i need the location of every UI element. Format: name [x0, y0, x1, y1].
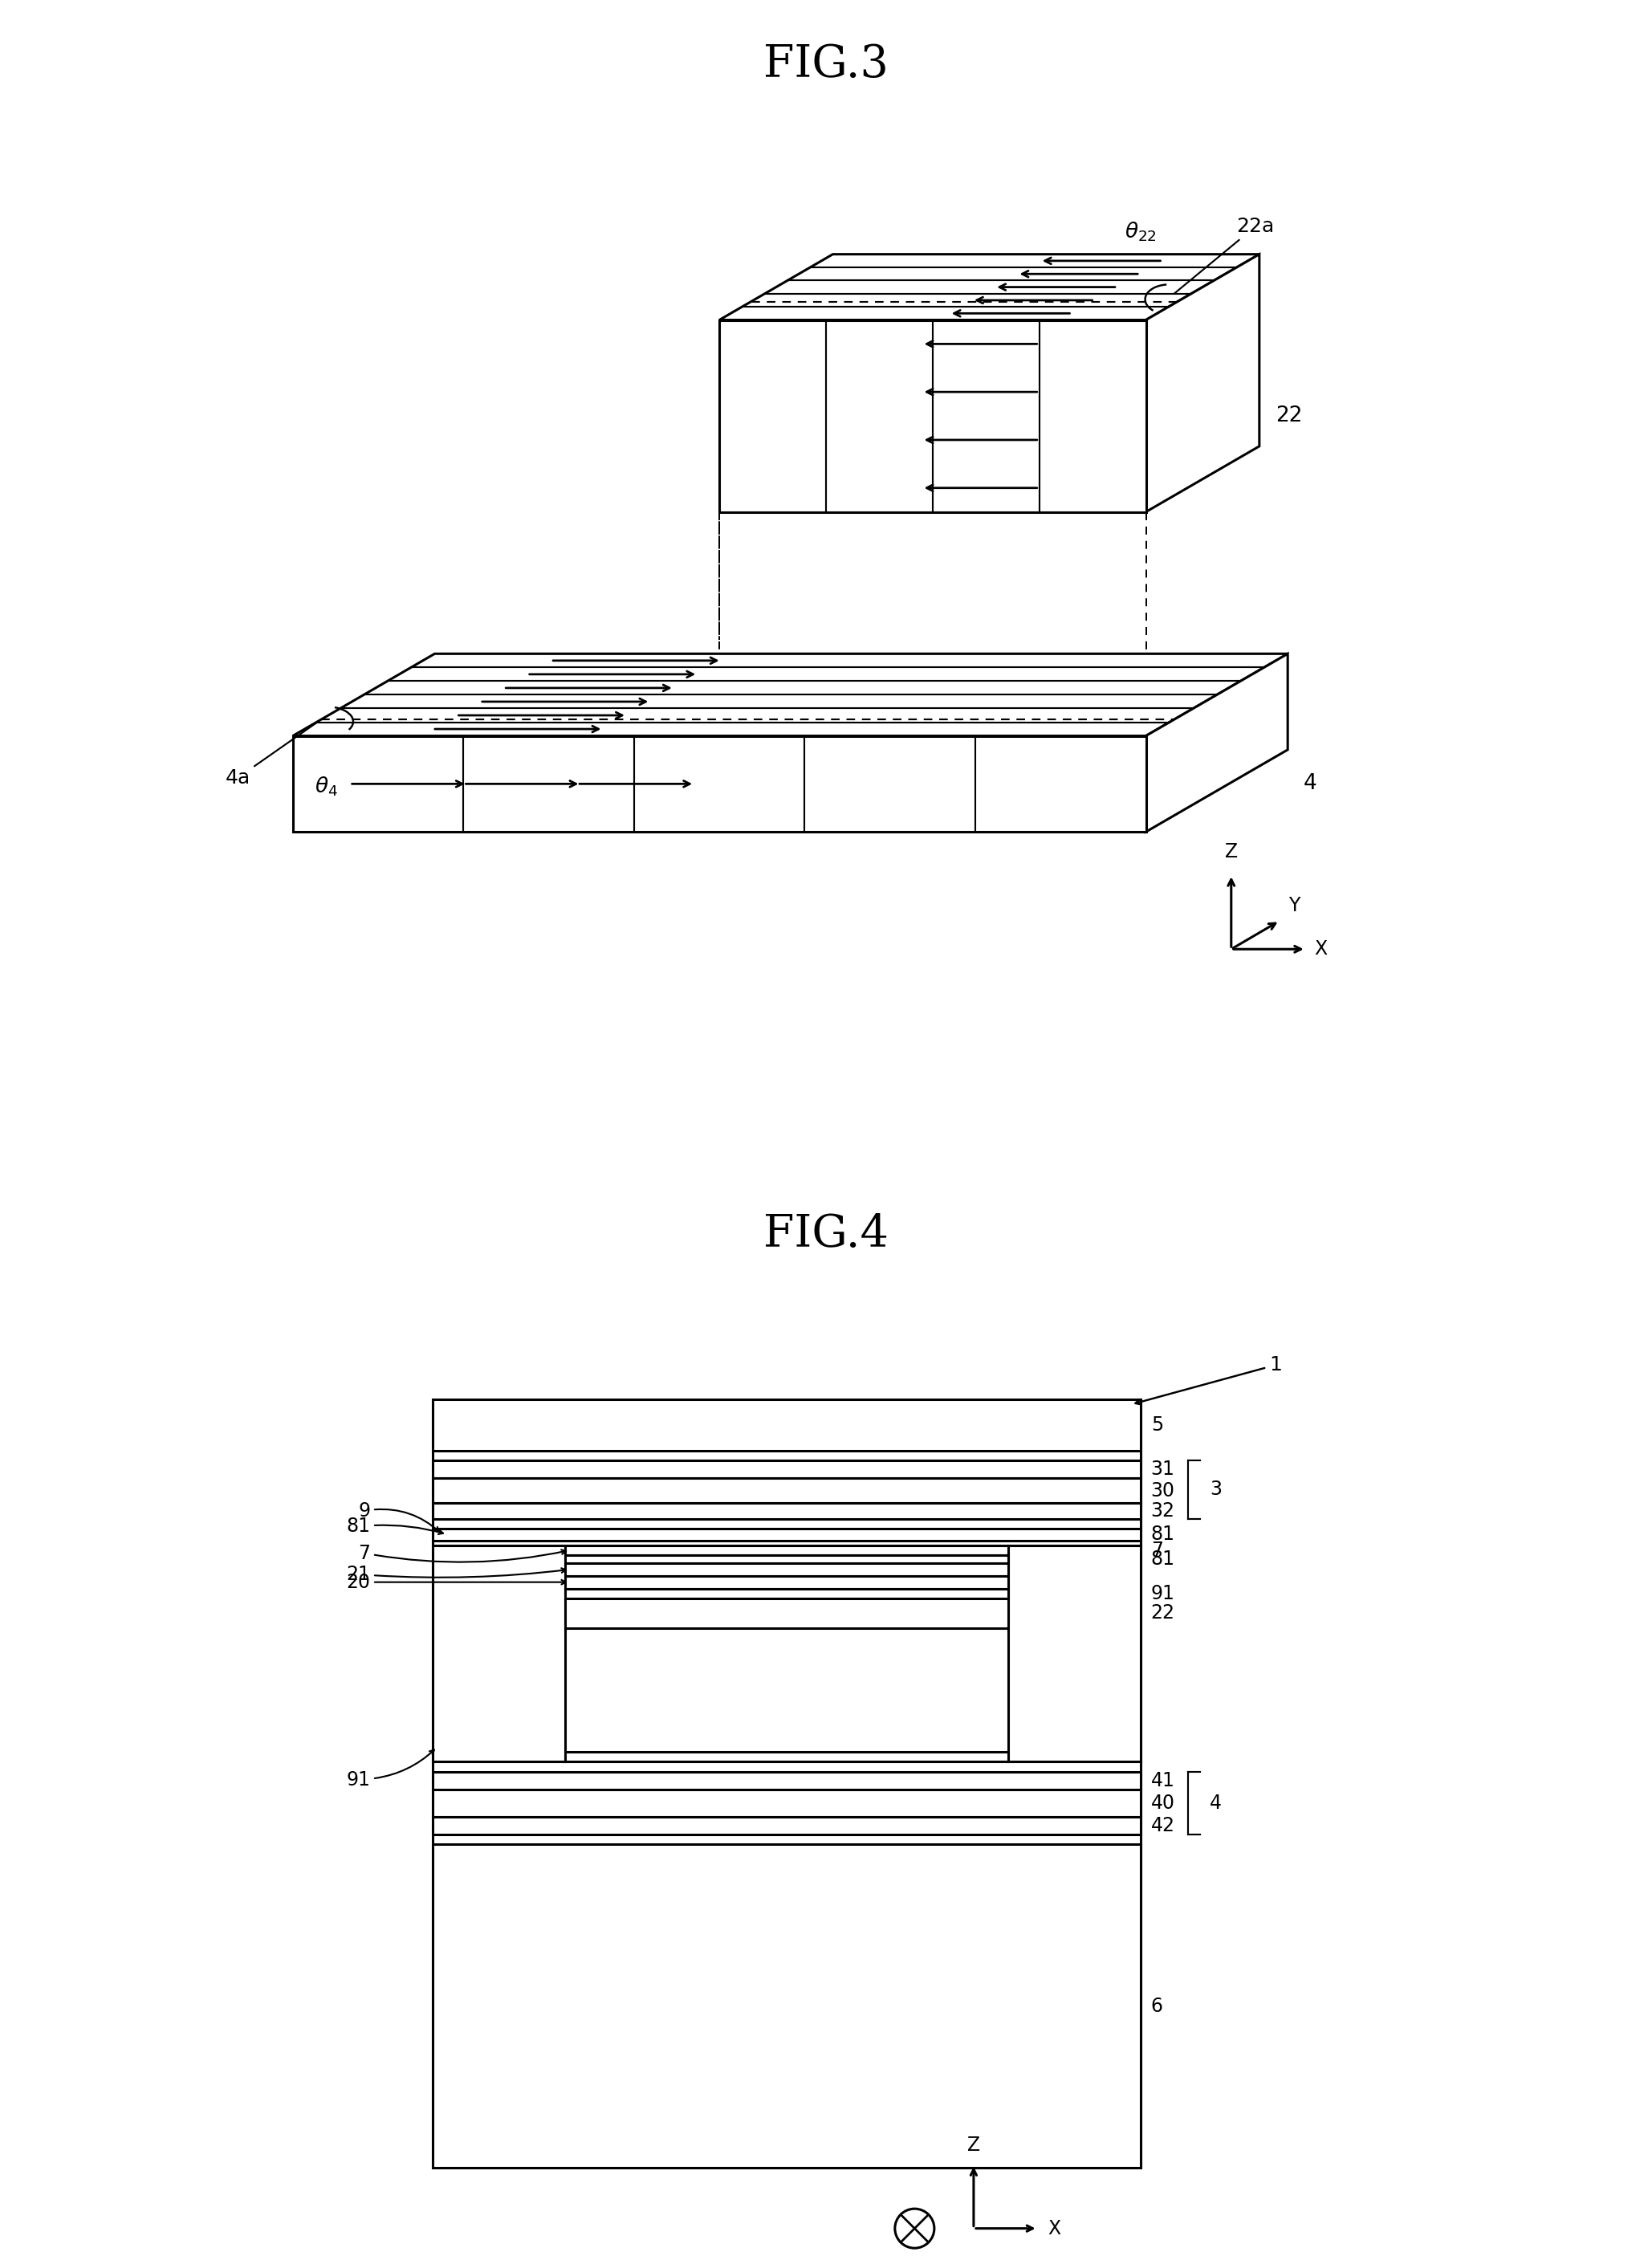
Text: 32: 32	[1151, 1500, 1175, 1521]
Text: 4: 4	[1303, 774, 1317, 794]
Bar	[433, 1845, 1142, 2168]
Polygon shape	[719, 320, 1146, 512]
Bar	[565, 1563, 1008, 1575]
Bar	[1008, 1545, 1142, 1762]
Bar	[433, 1399, 1142, 2168]
Text: 30: 30	[1151, 1480, 1175, 1500]
Polygon shape	[292, 654, 1287, 735]
Bar	[433, 1460, 1142, 1478]
Bar	[565, 1545, 1008, 1554]
Bar	[433, 1789, 1142, 1816]
Bar	[433, 1502, 1142, 1518]
Polygon shape	[1146, 255, 1259, 512]
Text: 5: 5	[1151, 1415, 1163, 1435]
Bar	[433, 1816, 1142, 1834]
Text: 4a: 4a	[225, 720, 319, 787]
Text: 6: 6	[1151, 1997, 1163, 2015]
Text: 7: 7	[358, 1543, 567, 1563]
Text: FIG.4: FIG.4	[763, 1211, 889, 1257]
Text: 81: 81	[1151, 1525, 1175, 1543]
Text: 3: 3	[1209, 1480, 1222, 1500]
Bar	[433, 1530, 1142, 1541]
Text: FIG.3: FIG.3	[763, 43, 889, 86]
Bar	[433, 1771, 1142, 1789]
Bar	[565, 1753, 1008, 1762]
Bar	[565, 1554, 1008, 1563]
Text: $\theta_4$: $\theta_4$	[316, 774, 339, 799]
Bar	[565, 1588, 1008, 1600]
Text: 22: 22	[1151, 1604, 1175, 1622]
Text: 22a: 22a	[1175, 217, 1274, 293]
Polygon shape	[292, 735, 1146, 832]
Text: 91: 91	[347, 1751, 434, 1789]
Bar	[433, 1399, 1142, 1451]
Text: X: X	[1315, 938, 1327, 959]
Text: Z: Z	[966, 2136, 980, 2154]
Polygon shape	[1146, 654, 1287, 832]
Polygon shape	[719, 255, 1259, 320]
Text: 40: 40	[1151, 1794, 1175, 1814]
Bar	[433, 1478, 1142, 1502]
Text: 91: 91	[1151, 1584, 1175, 1604]
Bar	[433, 1545, 565, 1762]
Text: 7: 7	[1151, 1541, 1163, 1559]
Text: $\theta_{22}$: $\theta_{22}$	[1125, 221, 1156, 244]
Text: 81: 81	[1151, 1550, 1175, 1568]
Text: 22: 22	[1275, 406, 1302, 426]
Text: 1: 1	[1135, 1356, 1282, 1405]
Text: 9: 9	[358, 1500, 439, 1532]
Bar	[565, 1600, 1008, 1629]
Text: 4: 4	[1209, 1794, 1222, 1814]
Text: Z: Z	[1224, 841, 1237, 862]
Text: 42: 42	[1151, 1816, 1175, 1836]
Text: 81: 81	[347, 1516, 443, 1536]
Text: 41: 41	[1151, 1771, 1175, 1791]
Bar	[565, 1575, 1008, 1588]
Text: 20: 20	[347, 1572, 567, 1593]
Text: X: X	[1047, 2220, 1061, 2238]
Text: 21: 21	[347, 1566, 567, 1584]
Text: 31: 31	[1151, 1460, 1175, 1480]
Text: Y: Y	[1289, 896, 1300, 916]
